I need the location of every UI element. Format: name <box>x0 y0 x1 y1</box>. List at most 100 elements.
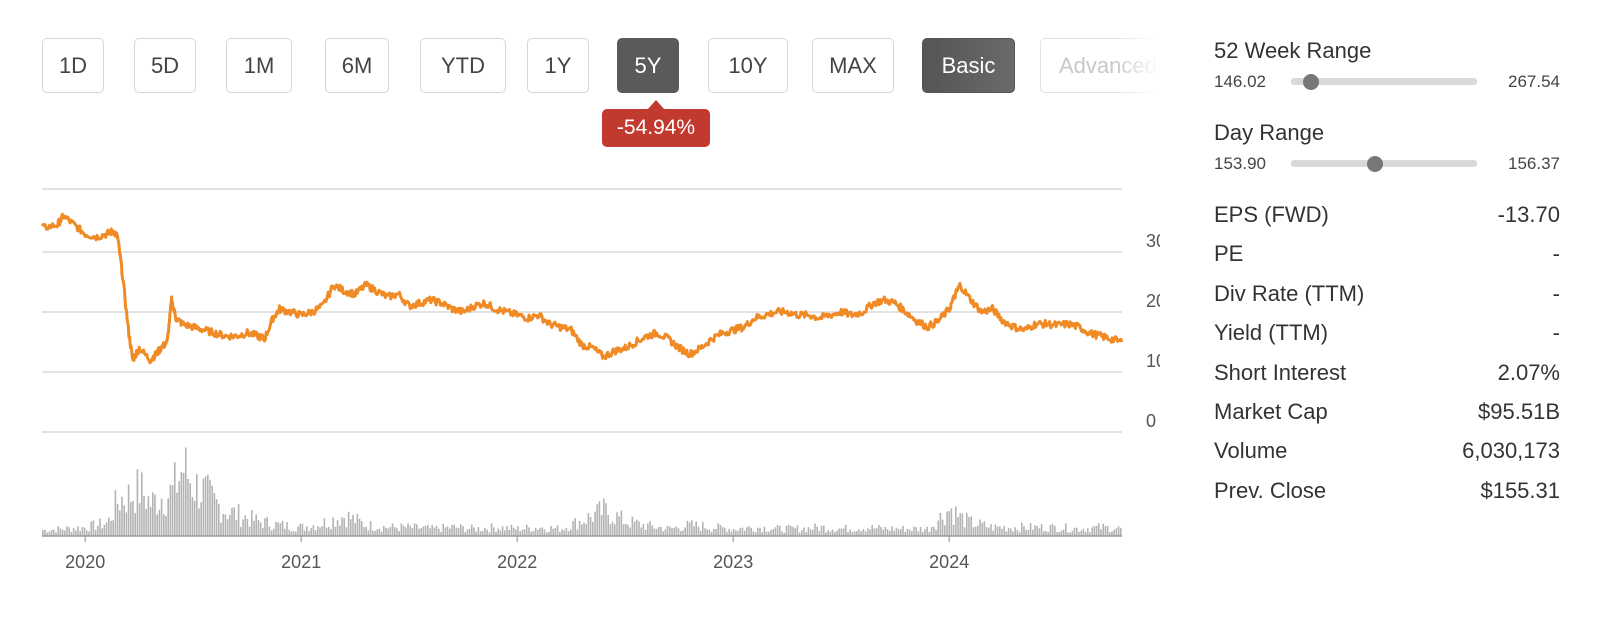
volume-bar <box>831 529 834 536</box>
volume-bar <box>398 531 400 536</box>
volume-bar <box>900 529 902 536</box>
volume-bar <box>361 521 363 536</box>
volume-bar <box>809 529 812 536</box>
volume-bar <box>310 528 312 536</box>
stat-label: Yield (TTM) <box>1214 320 1329 346</box>
volume-bar <box>994 524 997 536</box>
volume-bar <box>902 525 904 536</box>
y-tick-label: 100 <box>1146 351 1160 371</box>
volume-bar <box>273 528 275 536</box>
stat-row-div-rate-ttm: Div Rate (TTM) - <box>1214 281 1560 311</box>
volume-bar <box>794 528 796 536</box>
volume-bar <box>358 518 361 536</box>
volume-bar <box>147 496 150 536</box>
volume-bar <box>253 520 255 536</box>
volume-bar <box>495 531 497 536</box>
range-button-5y[interactable]: 5Y <box>617 38 679 93</box>
volume-bar <box>248 526 251 536</box>
volume-bar <box>710 531 713 536</box>
range-button-5d[interactable]: 5D <box>134 38 196 93</box>
volume-bar <box>697 526 700 536</box>
volume-bar <box>42 530 44 536</box>
volume-bar <box>970 516 972 536</box>
volume-bar <box>64 530 66 536</box>
price-volume-chart[interactable]: 0 100 200 300 2020 2021 2022 2023 2024 <box>0 180 1160 618</box>
stat-value: 2.07% <box>1497 359 1560 385</box>
volume-bar <box>1056 532 1058 536</box>
volume-bar <box>402 525 405 536</box>
volume-bar <box>380 531 383 536</box>
volume-bar <box>983 521 986 536</box>
volume-bar <box>455 527 458 536</box>
stat-label: Div Rate (TTM) <box>1214 280 1365 306</box>
volume-bar <box>928 531 931 536</box>
volume-bar <box>660 527 662 536</box>
volume-bar <box>596 504 598 536</box>
volume-bar <box>574 518 576 536</box>
volume-bar <box>275 521 277 536</box>
volume-bar <box>1080 530 1082 536</box>
volume-bar <box>875 528 878 536</box>
range-button-6m[interactable]: 6M <box>325 38 389 93</box>
week52-range-high: 267.54 <box>1508 72 1560 91</box>
volume-bar <box>464 532 466 536</box>
volume-bar <box>308 531 310 536</box>
volume-bar <box>132 500 134 536</box>
volume-bar <box>616 512 618 536</box>
volume-bar <box>77 526 79 536</box>
volume-bar <box>550 525 552 536</box>
volume-bar <box>138 503 141 536</box>
volume-bar <box>526 524 528 536</box>
volume-bar <box>55 532 57 536</box>
stat-row-eps-fwd: EPS (FWD) -13.70 <box>1214 202 1560 232</box>
volume-bar <box>688 522 691 536</box>
volume-bar <box>783 532 785 536</box>
volume-bar <box>1084 531 1087 536</box>
range-button-max[interactable]: MAX <box>812 38 894 93</box>
volume-bar <box>926 526 928 536</box>
volume-bar <box>992 530 994 536</box>
range-button-10y[interactable]: 10Y <box>708 38 788 93</box>
volume-bar <box>178 481 180 536</box>
volume-bar <box>636 519 638 536</box>
x-tick-label: 2021 <box>281 552 321 572</box>
volume-bar <box>411 527 414 536</box>
volume-bar <box>906 528 909 536</box>
stat-row-yield-ttm: Yield (TTM) - <box>1214 320 1560 350</box>
volume-bar <box>466 529 469 536</box>
volume-bar <box>130 502 132 536</box>
range-button-1y[interactable]: 1Y <box>527 38 589 93</box>
volume-bar <box>939 512 942 536</box>
volume-bar <box>880 527 882 536</box>
volume-bar <box>165 515 167 536</box>
day-range-high: 156.37 <box>1508 154 1560 173</box>
volume-bar <box>387 528 389 536</box>
stat-value: - <box>1552 320 1560 346</box>
volume-bar <box>303 530 306 536</box>
volume-bar <box>341 517 343 536</box>
volume-bar <box>1010 528 1012 536</box>
volume-bar <box>919 526 922 536</box>
volume-bar <box>292 530 295 536</box>
volume-bar <box>737 530 739 536</box>
volume-bar <box>677 528 680 536</box>
volume-bar <box>732 528 735 536</box>
range-button-1d[interactable]: 1D <box>42 38 104 93</box>
volume-bar <box>202 478 205 536</box>
volume-bar <box>350 519 352 536</box>
volume-bar <box>684 527 686 536</box>
volume-bar <box>231 507 233 536</box>
stat-row-volume: Volume 6,030,173 <box>1214 438 1560 468</box>
range-button-1m[interactable]: 1M <box>226 38 292 93</box>
volume-bar <box>603 498 605 536</box>
view-mode-basic-button[interactable]: Basic <box>922 38 1015 93</box>
volume-bar <box>365 526 367 536</box>
volume-bar <box>462 526 464 536</box>
volume-bar <box>706 529 708 536</box>
volume-bar <box>787 524 790 536</box>
volume-bar <box>143 495 145 536</box>
volume-bar <box>328 526 330 536</box>
volume-bar <box>226 519 229 536</box>
volume-bar <box>609 524 612 536</box>
range-button-ytd[interactable]: YTD <box>420 38 506 93</box>
